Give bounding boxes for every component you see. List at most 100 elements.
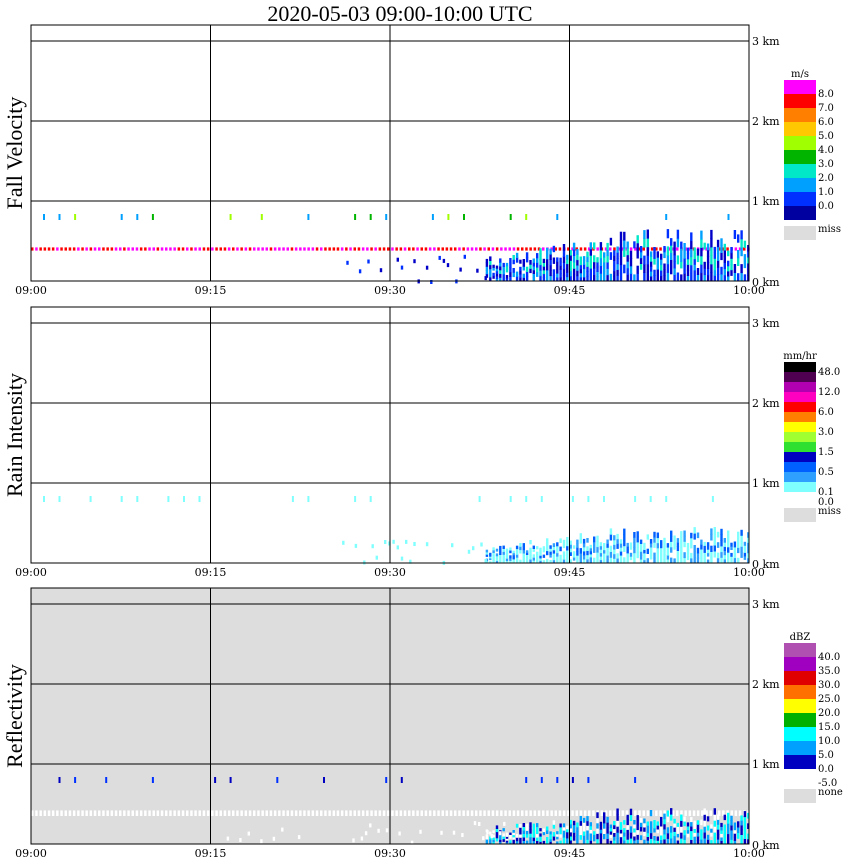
data-cell [733, 840, 737, 845]
data-cell [428, 247, 432, 251]
data-cell [522, 553, 525, 557]
data-cell [470, 810, 474, 816]
data-cell [572, 557, 576, 561]
data-cell [676, 558, 680, 564]
data-cell [639, 555, 643, 560]
data-cell [499, 560, 502, 564]
data-cell [683, 816, 686, 822]
data-cell [525, 271, 529, 277]
data-cell [502, 277, 505, 282]
data-cell [666, 559, 670, 564]
data-cell [727, 270, 730, 277]
data-cell [713, 264, 716, 271]
colorbar-swatch [784, 452, 816, 462]
data-cell [706, 262, 710, 269]
data-cell [375, 555, 378, 560]
data-cell [589, 556, 592, 561]
data-cell [665, 496, 668, 502]
data-cell [593, 274, 596, 282]
data-cell [408, 810, 411, 816]
data-cell [542, 262, 546, 267]
data-cell [499, 273, 502, 278]
data-cell [536, 551, 539, 555]
data-cell [529, 260, 532, 265]
data-cell [589, 829, 592, 834]
data-cell [727, 260, 730, 267]
colorbar-label: 4.0 [818, 145, 834, 156]
data-cell [58, 496, 61, 502]
data-cell [730, 247, 733, 254]
data-cell [186, 810, 189, 816]
data-cell [105, 777, 108, 783]
data-cell [649, 266, 653, 272]
data-cell [492, 834, 495, 838]
data-cell [653, 836, 656, 841]
data-cell [629, 258, 633, 267]
data-cell [676, 840, 680, 845]
data-cell [693, 828, 696, 833]
data-cell [539, 259, 542, 266]
data-cell [579, 553, 582, 559]
data-cell [599, 559, 603, 564]
data-cell [160, 247, 164, 251]
colorbar-swatch [784, 150, 816, 164]
data-cell [653, 820, 656, 825]
data-cell [696, 274, 700, 282]
data-cell [589, 261, 592, 269]
data-cell [747, 552, 750, 559]
data-cell [532, 840, 535, 845]
data-cell [599, 549, 603, 554]
data-cell [649, 810, 653, 817]
data-cell [720, 837, 723, 841]
colorbar-swatch [784, 136, 816, 150]
data-cell [525, 810, 528, 816]
data-cell [483, 810, 486, 816]
data-cell [572, 545, 576, 549]
data-cell [733, 826, 737, 831]
data-cell [696, 557, 700, 564]
data-cell [240, 247, 243, 251]
data-cell [409, 559, 412, 564]
data-cell [603, 543, 606, 547]
data-cell [492, 552, 495, 556]
data-cell [737, 234, 740, 243]
data-cell [643, 556, 646, 561]
data-cell [503, 821, 506, 826]
data-cell [680, 241, 683, 249]
data-cell [489, 557, 492, 561]
data-cell [485, 554, 489, 557]
data-cell [502, 838, 505, 842]
data-cell [713, 527, 716, 534]
data-cell [485, 560, 489, 564]
data-cell [582, 542, 586, 548]
data-cell [596, 535, 599, 542]
data-cell [579, 829, 582, 836]
data-cell [589, 825, 592, 830]
data-cell [549, 548, 552, 552]
data-cell [693, 545, 696, 552]
data-cell [410, 840, 414, 845]
data-cell [579, 810, 583, 816]
data-cell [686, 247, 690, 254]
data-cell [653, 537, 656, 543]
data-cell [613, 558, 616, 564]
data-cell [747, 251, 750, 258]
data-cell [512, 839, 515, 843]
data-cell [623, 557, 626, 564]
data-cell [559, 269, 562, 274]
data-cell [579, 558, 582, 564]
data-cell [609, 545, 613, 552]
data-cell [629, 250, 633, 259]
data-cell [542, 840, 546, 845]
data-cell [549, 836, 552, 840]
data-cell [445, 247, 449, 251]
data-cell [606, 539, 609, 544]
data-cell [546, 810, 549, 816]
data-cell [382, 810, 386, 816]
data-cell [720, 528, 723, 535]
data-cell [559, 558, 562, 564]
data-cell [673, 544, 676, 550]
data-cell [619, 555, 623, 560]
data-cell [743, 254, 747, 262]
data-cell [740, 540, 743, 547]
